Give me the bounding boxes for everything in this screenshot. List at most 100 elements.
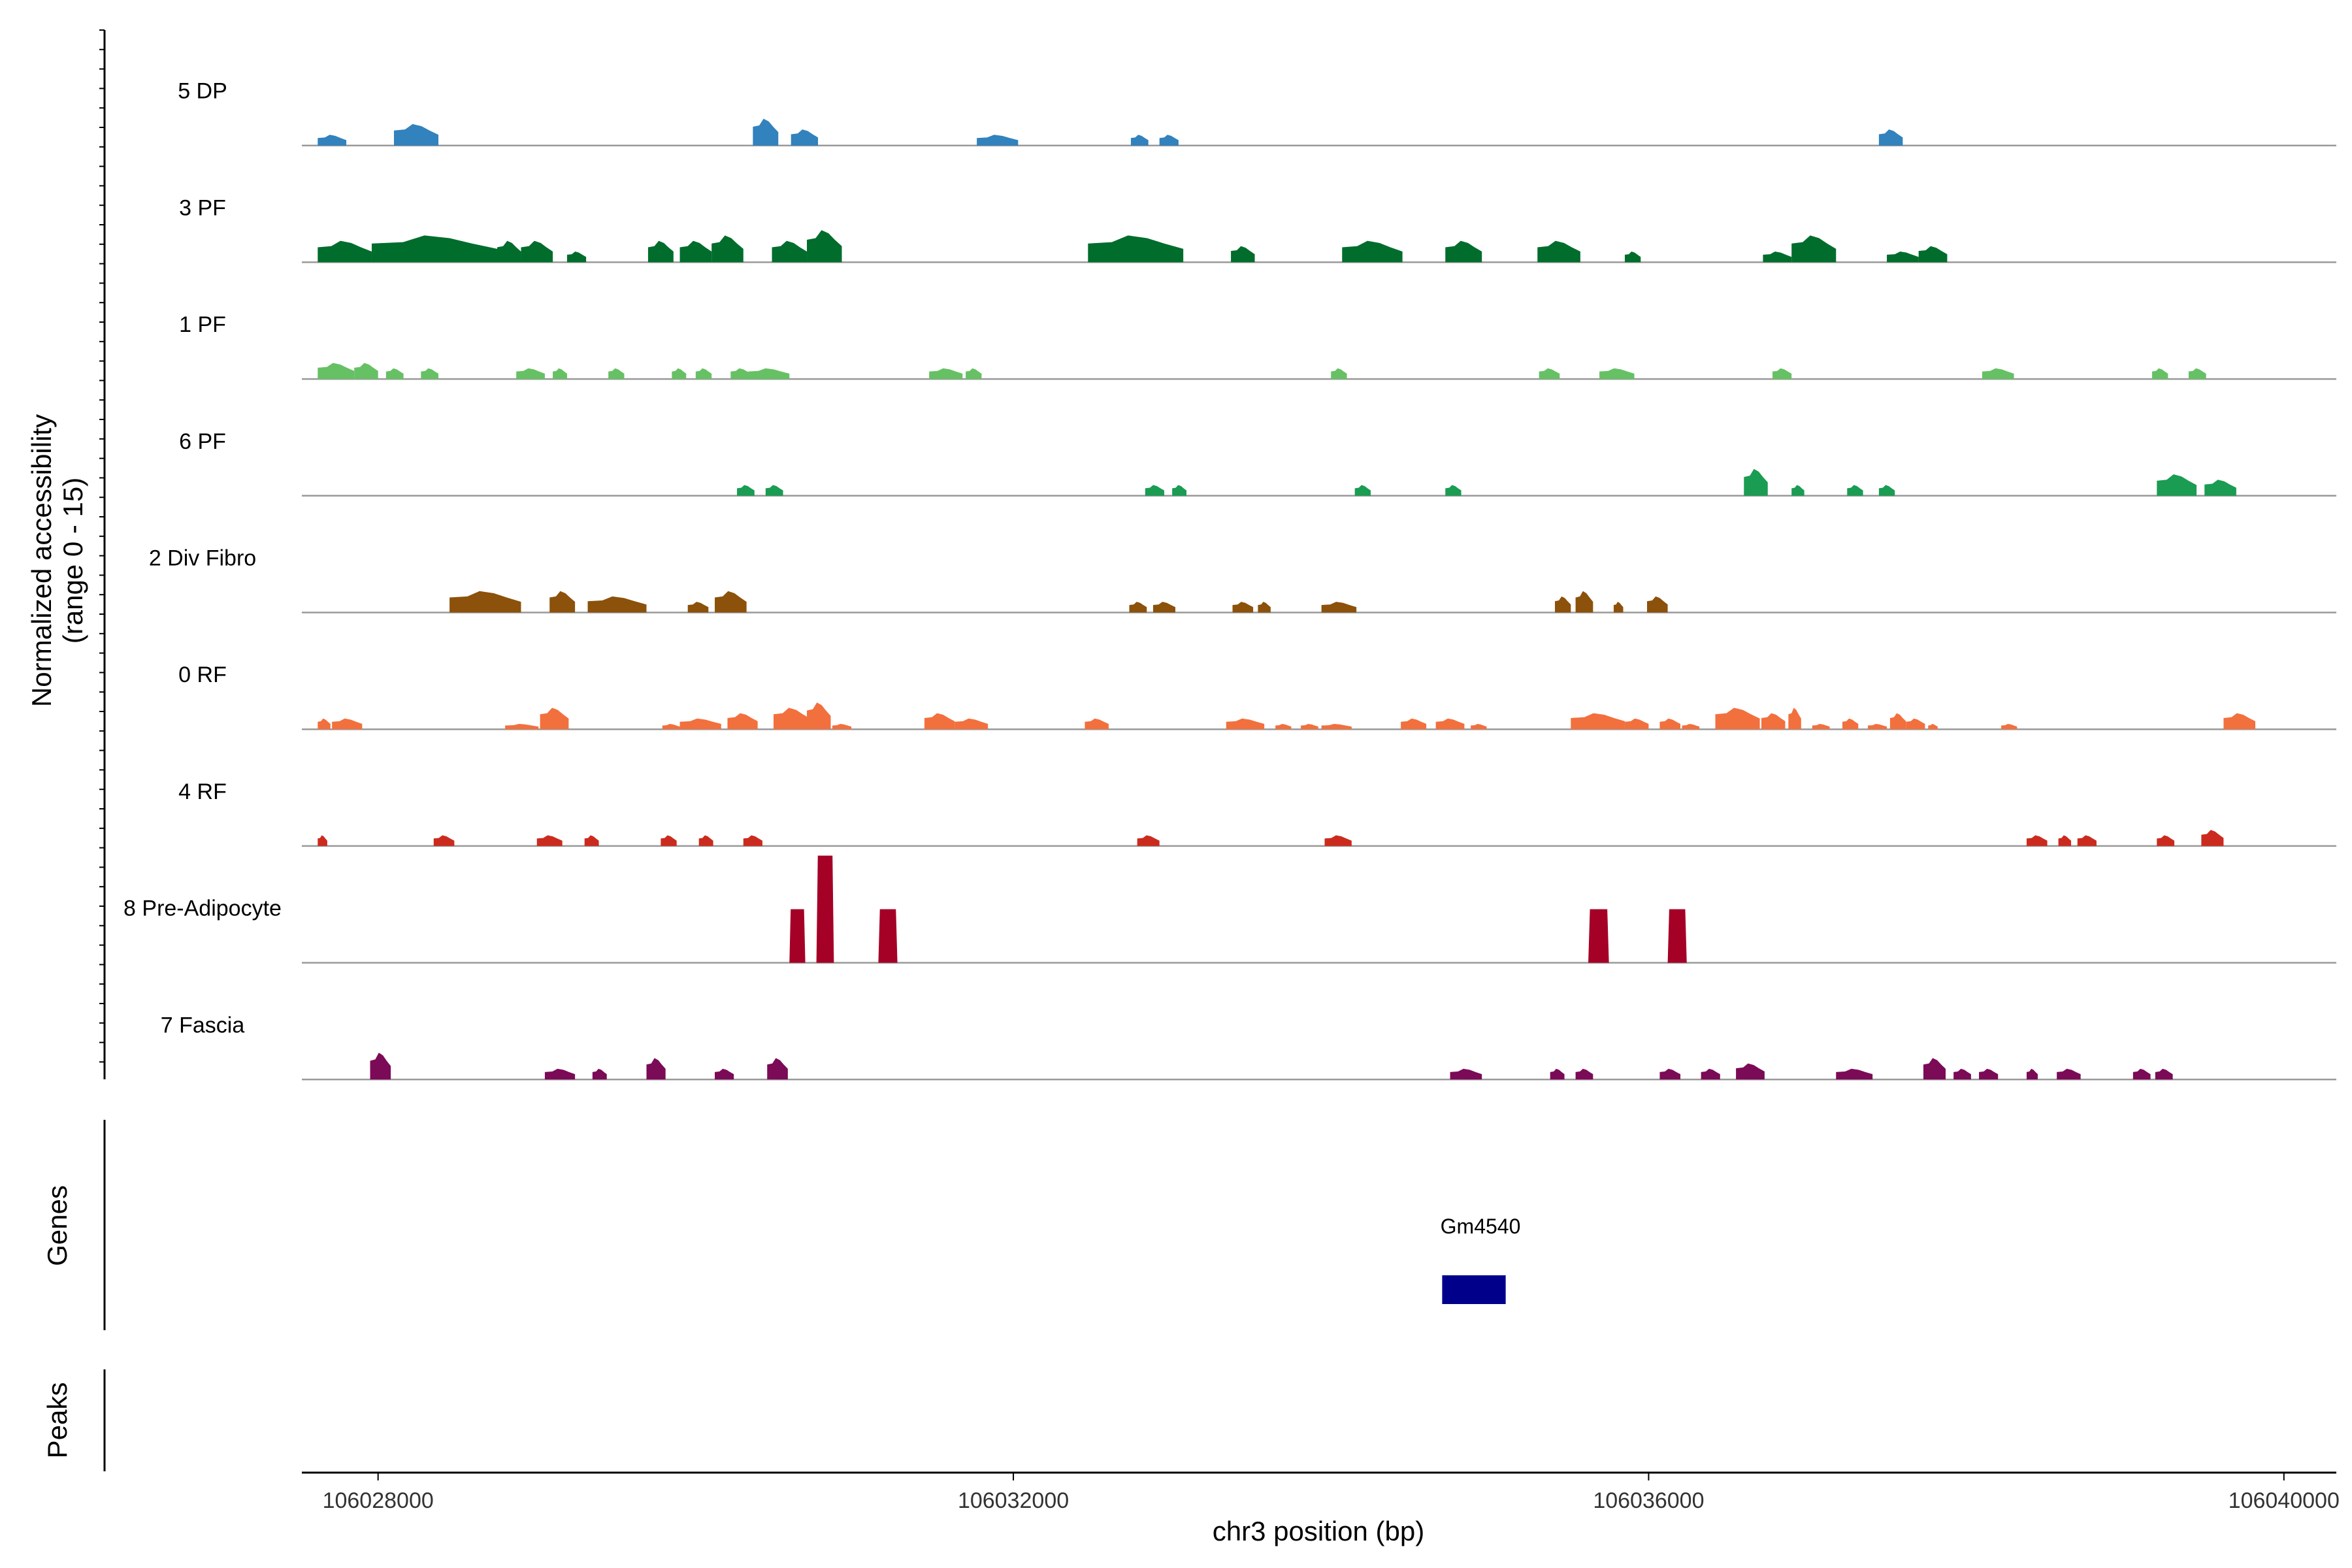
coverage-peak	[748, 368, 790, 380]
coverage-peak	[433, 835, 455, 846]
coverage-peak	[1321, 602, 1357, 613]
coverage-peak	[1275, 724, 1292, 730]
coverage-peak	[1736, 1063, 1765, 1080]
track-9: 7 Fascia	[161, 1013, 2336, 1081]
coverage-peak	[977, 135, 1019, 146]
coverage-peak	[1554, 596, 1571, 613]
coverage-peak	[1878, 485, 1895, 496]
coverage-peak	[743, 835, 762, 846]
coverage-peak	[1129, 602, 1147, 613]
coverage-peak	[1878, 129, 1903, 146]
coverage-peak	[662, 724, 680, 730]
coverage-peak	[1571, 713, 1625, 730]
coverage-peak	[1172, 485, 1187, 496]
track-label: 5 DP	[178, 79, 227, 104]
coverage-peak	[767, 1058, 788, 1080]
track-6: 0 RF	[178, 662, 2336, 730]
coverage-peak	[715, 1068, 734, 1080]
coverage-peak	[1646, 596, 1668, 613]
coverage-peak	[1887, 252, 1919, 263]
coverage-peak	[1744, 468, 1768, 496]
coverage-peak	[2152, 368, 2168, 380]
coverage-peak	[2057, 1068, 2081, 1080]
coverage-peak	[1624, 718, 1649, 730]
coverage-peak	[1226, 718, 1265, 730]
track-label: 1 PF	[179, 312, 226, 337]
coverage-peak	[1761, 713, 1786, 730]
coverage-peak	[679, 718, 721, 730]
coverage-tracks: 5 DP 3 PF 1 PF 6 PF 2 Div Fibro 0 RF 4 RF 8 Pre…	[123, 79, 2336, 1081]
coverage-peak	[354, 363, 378, 380]
coverage-peak	[1953, 1068, 1971, 1080]
track-5: 2 Div Fibro	[149, 546, 2336, 613]
coverage-peak	[1324, 835, 1352, 846]
coverage-peak	[1575, 591, 1593, 613]
coverage-peak	[1836, 1068, 1873, 1080]
coverage-peak	[318, 240, 372, 263]
coverage-peak	[449, 591, 521, 613]
track-1: 5 DP	[178, 79, 2336, 146]
coverage-peak	[966, 368, 982, 380]
gene-name: Gm4540	[1441, 1215, 1521, 1238]
coverage-peak	[955, 718, 988, 730]
coverage-peak	[1624, 252, 1641, 263]
coverage-peak	[1159, 135, 1179, 146]
coverage-peak	[1906, 718, 1925, 730]
coverage-peak	[2026, 1068, 2038, 1080]
coverage-peak	[566, 252, 587, 263]
coverage-peak	[505, 724, 539, 730]
coverage-peak	[1682, 724, 1700, 730]
coverage-peak	[2132, 1068, 2151, 1080]
coverage-peak	[698, 835, 713, 846]
coverage-peak	[516, 368, 545, 380]
coverage-peak	[536, 835, 563, 846]
coverage-peak	[1539, 368, 1560, 380]
x-tick-label: 106036000	[1593, 1488, 1704, 1513]
track-label: 2 Div Fibro	[149, 546, 256, 571]
coverage-peak	[1258, 602, 1271, 613]
coverage-peak	[421, 368, 439, 380]
coverage-peak	[791, 129, 819, 146]
coverage-peak	[1791, 485, 1805, 496]
coverage-peak	[540, 708, 569, 730]
coverage-peak	[1321, 724, 1352, 730]
coverage-peak	[1847, 485, 1863, 496]
track-3: 1 PF	[179, 312, 2336, 380]
coverage-peak	[1231, 246, 1255, 263]
coverage-peak	[1667, 909, 1687, 963]
coverage-peak	[2155, 1068, 2173, 1080]
coverage-peak	[753, 118, 779, 146]
coverage-peak	[1445, 240, 1482, 263]
coverage-peak	[521, 240, 553, 263]
coverage-peak	[1445, 485, 1462, 496]
coverage-peak	[2077, 835, 2097, 846]
coverage-peak	[1301, 724, 1318, 730]
coverage-peak	[1550, 1068, 1565, 1080]
coverage-peak	[1232, 602, 1254, 613]
coverage-peak	[1342, 240, 1403, 263]
coverage-peak	[1918, 246, 1948, 263]
coverage-peak	[1599, 368, 1635, 380]
coverage-peak	[695, 368, 712, 380]
coverage-peak	[711, 235, 743, 263]
coverage-peak	[1331, 368, 1347, 380]
coverage-peak	[2223, 713, 2256, 730]
coverage-peak	[2204, 480, 2236, 496]
coverage-peak	[789, 909, 806, 963]
coverage-peak	[370, 1053, 391, 1080]
coverage-peak	[1763, 252, 1792, 263]
coverage-peak	[608, 368, 625, 380]
track-8: 8 Pre-Adipocyte	[123, 855, 2336, 964]
coverage-peak	[587, 596, 647, 613]
coverage-peak	[679, 240, 712, 263]
coverage-peak	[1812, 724, 1830, 730]
coverage-peak	[1659, 718, 1681, 730]
coverage-peak	[1772, 368, 1792, 380]
coverage-peak	[318, 718, 331, 730]
coverage-peak	[1588, 909, 1609, 963]
track-label: 3 PF	[179, 195, 226, 220]
coverage-peak	[737, 485, 755, 496]
coverage-peak	[553, 368, 567, 380]
x-tick-label: 106028000	[323, 1488, 434, 1513]
